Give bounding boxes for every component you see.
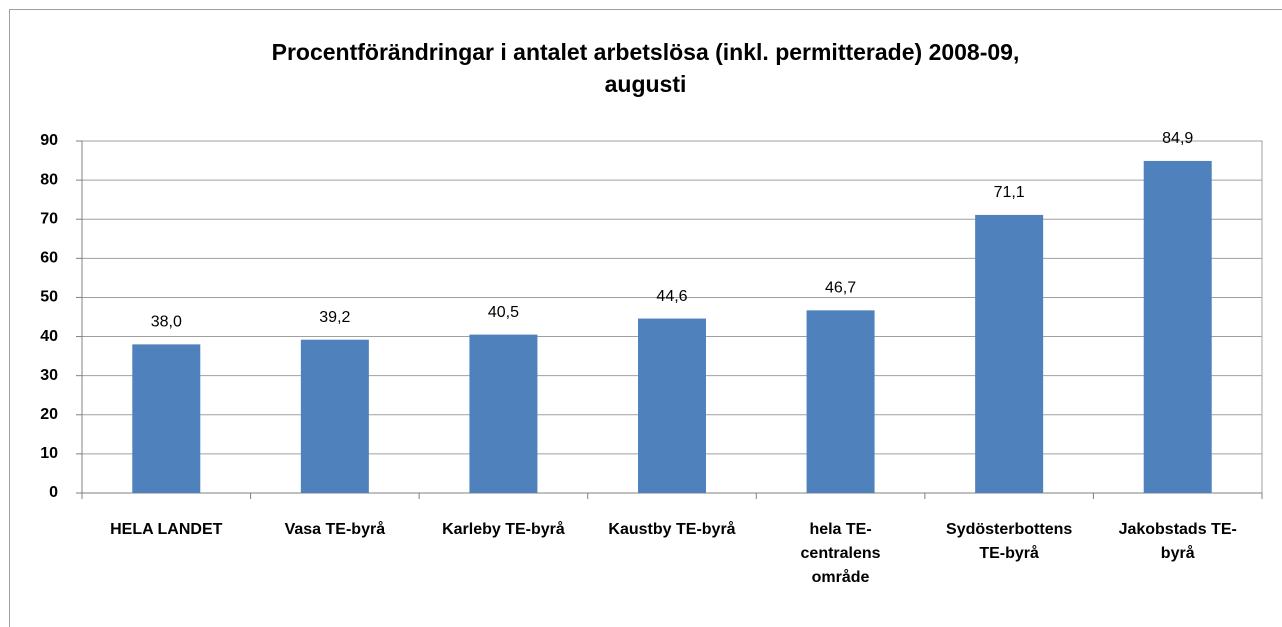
chart-frame <box>9 9 1282 627</box>
y-tick-label: 30 <box>40 367 58 384</box>
y-tick-label: 50 <box>40 289 58 306</box>
chart-title: Procentförändringar i antalet arbetslösa… <box>271 39 1020 97</box>
value-label: 39,2 <box>319 309 350 326</box>
x-tick-label: hela TE-centralens område <box>800 521 881 586</box>
y-tick-label: 70 <box>40 210 58 227</box>
bar <box>300 339 369 493</box>
y-tick-label: 90 <box>40 132 58 149</box>
value-label: 38,0 <box>151 314 182 331</box>
x-tick-label: Sydösterbottens TE-byrå <box>946 521 1073 562</box>
bar <box>975 214 1044 494</box>
bar <box>1143 160 1212 494</box>
y-tick-label: 60 <box>40 250 58 267</box>
bar <box>806 310 875 493</box>
bar <box>638 318 706 493</box>
y-tick-label: 10 <box>40 445 58 462</box>
value-label: 44,6 <box>656 288 687 305</box>
x-tick-label: Karleby TE-byrå <box>442 521 565 538</box>
bar <box>469 334 538 493</box>
x-tick-label: HELA LANDET <box>110 521 223 538</box>
y-tick-label: 80 <box>40 171 58 188</box>
value-label: 71,1 <box>994 184 1025 201</box>
value-label: 84,9 <box>1162 130 1193 147</box>
y-tick-label: 40 <box>40 328 58 345</box>
y-tick-label: 20 <box>40 406 58 423</box>
x-tick-label: Kaustby TE-byrå <box>608 521 736 538</box>
y-tick-label: 0 <box>49 484 58 501</box>
value-label: 40,5 <box>488 304 519 321</box>
bar <box>132 344 201 493</box>
x-tick-label: Vasa TE-byrå <box>284 521 386 538</box>
x-tick-label: Jakobstads TE-byrå <box>1118 521 1237 562</box>
value-label: 46,7 <box>825 280 856 297</box>
